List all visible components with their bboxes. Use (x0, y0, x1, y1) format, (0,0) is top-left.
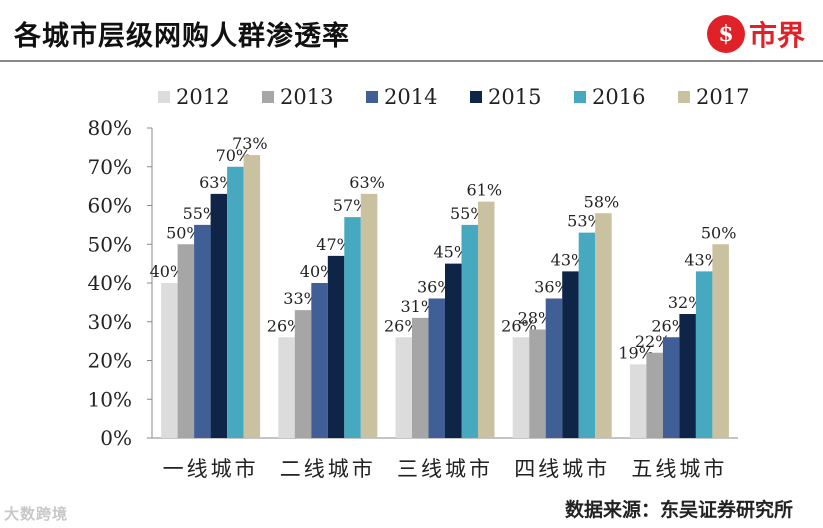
bar-2014-5 (662, 337, 680, 438)
bar-2016-4 (578, 232, 596, 438)
legend-swatch-2016 (574, 91, 586, 103)
data-label: 26% (384, 316, 420, 335)
bar-2016-2 (344, 217, 361, 438)
legend-label-2014: 2014 (384, 85, 437, 109)
x-tick-label: 三线城市 (397, 457, 493, 481)
data-label: 26% (267, 316, 303, 335)
y-tick-label: 10% (88, 387, 132, 411)
legend-label-2015: 2015 (488, 85, 541, 109)
bar-2015-5 (679, 314, 696, 438)
y-tick-label: 0% (100, 426, 132, 450)
data-label: 26% (501, 316, 537, 335)
data-label: 55% (183, 204, 219, 223)
data-label: 32% (668, 293, 704, 312)
header-divider (0, 60, 823, 62)
bar-2014-1 (194, 224, 211, 438)
data-label: 28% (518, 309, 554, 328)
data-source: 数据来源：东吴证券研究所 (564, 499, 793, 521)
brand-name: 市界 (748, 19, 805, 52)
data-label: 26% (651, 316, 687, 335)
data-label: 50% (701, 223, 737, 242)
legend-label-2017: 2017 (696, 85, 749, 109)
data-label: 61% (466, 181, 502, 200)
bar-2013-4 (529, 329, 546, 438)
legend-swatch-2013 (262, 91, 274, 103)
bar-2013-5 (646, 352, 663, 438)
legend-swatch-2012 (158, 91, 170, 103)
y-tick-label: 40% (88, 271, 132, 295)
bar-2016-5 (695, 271, 713, 438)
legend-swatch-2014 (366, 91, 378, 103)
legend-swatch-2015 (470, 91, 482, 103)
legend-swatch-2017 (678, 91, 690, 103)
data-label: 31% (400, 297, 436, 316)
bar-2014-4 (545, 298, 563, 438)
y-tick-label: 80% (88, 116, 132, 140)
bar-2015-1 (210, 193, 228, 438)
data-label: 36% (534, 278, 570, 297)
brand: $ 市界 (706, 14, 805, 54)
bar-2015-3 (445, 263, 462, 438)
data-label: 63% (349, 173, 385, 192)
data-label: 40% (300, 262, 336, 281)
bar-2012-3 (395, 337, 412, 438)
legend-label-2012: 2012 (176, 85, 229, 109)
data-label: 58% (584, 192, 620, 211)
brand-logo-icon: $ (706, 15, 745, 53)
bar-2016-3 (461, 224, 478, 438)
bar-2014-2 (311, 283, 328, 438)
data-label: 50% (166, 223, 202, 242)
bar-2015-4 (562, 271, 579, 438)
bar-2013-1 (177, 244, 195, 438)
bar-2012-1 (161, 283, 178, 438)
bar-2012-5 (629, 364, 647, 438)
bar-2016-1 (227, 166, 244, 438)
x-tick-label: 一线城市 (163, 457, 259, 481)
data-label: 73% (232, 134, 268, 153)
page-title: 各城市层级网购人群渗透率 (14, 21, 350, 52)
x-tick-label: 五线城市 (631, 457, 727, 481)
data-label: 57% (333, 196, 369, 215)
bar-2017-5 (712, 244, 729, 438)
bar-2017-2 (360, 193, 378, 438)
data-label: 70% (216, 146, 252, 165)
data-label: 40% (150, 262, 186, 281)
y-tick-label: 70% (88, 155, 132, 179)
data-label: 19% (618, 343, 654, 362)
bar-2015-2 (327, 255, 345, 438)
bar-2017-3 (478, 201, 495, 438)
y-tick-label: 50% (88, 232, 132, 256)
data-label: 47% (316, 235, 352, 254)
y-tick-label: 20% (88, 349, 132, 373)
data-label: 55% (450, 204, 486, 223)
bar-2013-3 (412, 317, 429, 438)
data-label: 45% (433, 243, 469, 262)
data-label: 36% (417, 278, 453, 297)
bar-2013-2 (294, 310, 312, 438)
watermark: 大数跨境 (4, 505, 69, 523)
bar-2012-2 (278, 337, 295, 438)
y-tick-label: 60% (88, 194, 132, 218)
bar-2017-1 (243, 155, 261, 438)
x-tick-label: 四线城市 (514, 457, 610, 481)
y-tick-label: 30% (88, 310, 132, 334)
legend-label-2013: 2013 (280, 85, 333, 109)
bar-2017-4 (595, 213, 612, 438)
legend-label-2016: 2016 (592, 85, 645, 109)
data-label: 63% (199, 173, 235, 192)
bar-2012-4 (512, 337, 530, 438)
data-label: 33% (283, 289, 319, 308)
x-tick-label: 二线城市 (280, 457, 376, 481)
data-label: 43% (684, 250, 720, 269)
bar-2014-3 (428, 298, 445, 438)
data-label: 43% (551, 250, 587, 269)
data-label: 22% (635, 332, 671, 351)
data-label: 53% (567, 212, 603, 231)
